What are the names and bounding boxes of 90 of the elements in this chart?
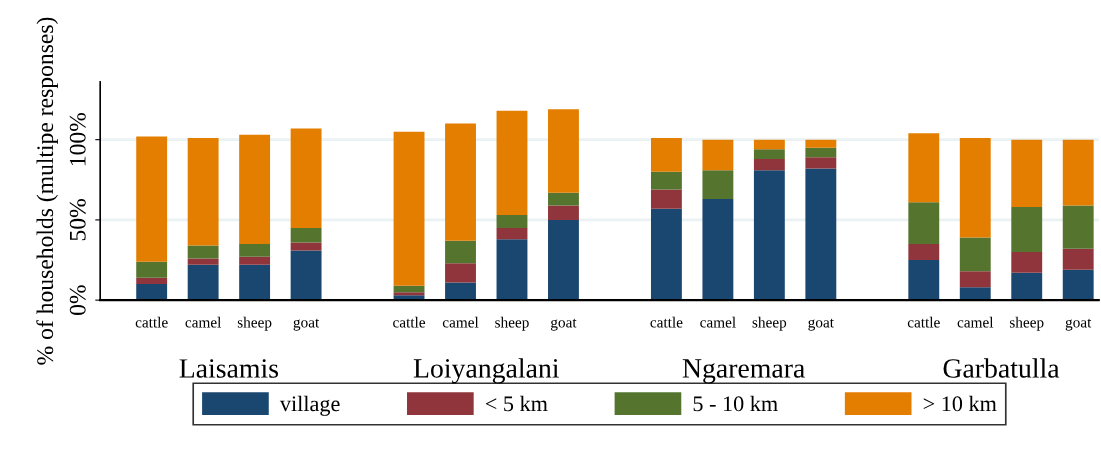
x-tick-label: camel [185,316,222,328]
legend-label: > 10 km [923,395,997,412]
x-tick-label: goat [550,318,577,331]
x-tick-label: cattle [393,316,426,328]
x-tick-label: cattle [907,316,940,328]
bar [187,138,219,246]
bar [187,258,219,265]
bar [496,110,528,216]
bar [496,227,528,240]
bar [908,133,940,203]
bar [496,215,528,228]
bar [239,264,271,301]
bar [290,242,322,251]
legend-label: 5 - 10 km [693,395,778,412]
x-tick-label: sheep [237,316,272,331]
bar [908,243,940,261]
bar [753,158,785,171]
x-tick-label: sheep [1009,316,1044,331]
bar [496,239,528,301]
y-tick-label: 100% [69,112,86,166]
text: Loiyangalani [413,358,559,384]
bar [290,128,322,228]
bar [239,256,271,265]
bar [959,237,991,272]
bar [1062,139,1094,206]
bar [548,192,579,206]
bar [1011,252,1043,273]
bar [393,292,425,296]
bar [1062,269,1094,301]
y-axis-title: % of households (multipe responses) [36,17,58,365]
bar [650,208,682,301]
bar [702,170,734,200]
legend-label: < 5 km [485,395,548,412]
bar [1011,139,1043,208]
bar [136,136,168,262]
bar [650,138,682,172]
bar [445,282,476,301]
legend-label: village [279,395,340,416]
text: Ngaremara [682,359,805,384]
bar [753,139,785,150]
text: Garbatulla [943,358,1060,378]
bar [959,138,991,238]
x-tick-label: cattle [650,316,683,328]
bar [239,243,271,257]
bar [1011,207,1043,253]
bar [702,199,734,301]
bar [393,131,425,286]
x-tick-label: camel [700,316,736,328]
x-tick-label: cattle [135,316,168,328]
bar [805,157,837,169]
y-tick-label: 50% [69,199,86,241]
bar [805,139,837,148]
x-tick-label: camel [957,316,994,328]
bar [290,250,322,301]
bar [805,147,837,158]
bar [650,189,682,209]
bar [908,260,940,301]
bar [445,240,476,264]
bar [187,264,219,301]
bar [548,109,579,193]
bar [805,168,837,301]
bar [908,202,940,244]
bar [702,139,734,171]
bar [1011,272,1043,301]
bar [959,287,991,301]
bar [187,245,219,259]
bar [548,219,579,301]
x-tick-label: goat [1065,318,1092,331]
x-tick-label: goat [293,318,320,331]
bar [548,205,579,220]
x-tick-label: sheep [495,316,529,331]
bar [290,227,322,243]
bar [445,123,476,241]
text: Laisamis [179,359,279,378]
bar [753,170,785,301]
bar [650,171,682,190]
x-tick-label: goat [808,318,834,331]
bar [753,149,785,159]
bar [136,284,168,301]
bar [959,271,991,288]
bar [239,134,271,244]
x-tick-label: sheep [752,316,787,331]
bar [136,261,168,278]
bar [445,263,476,283]
bar [136,277,168,285]
bar [393,285,425,293]
bar [1062,248,1094,270]
x-tick-label: camel [442,316,479,328]
bar [1062,205,1094,249]
y-tick-label: 0% [69,285,86,315]
